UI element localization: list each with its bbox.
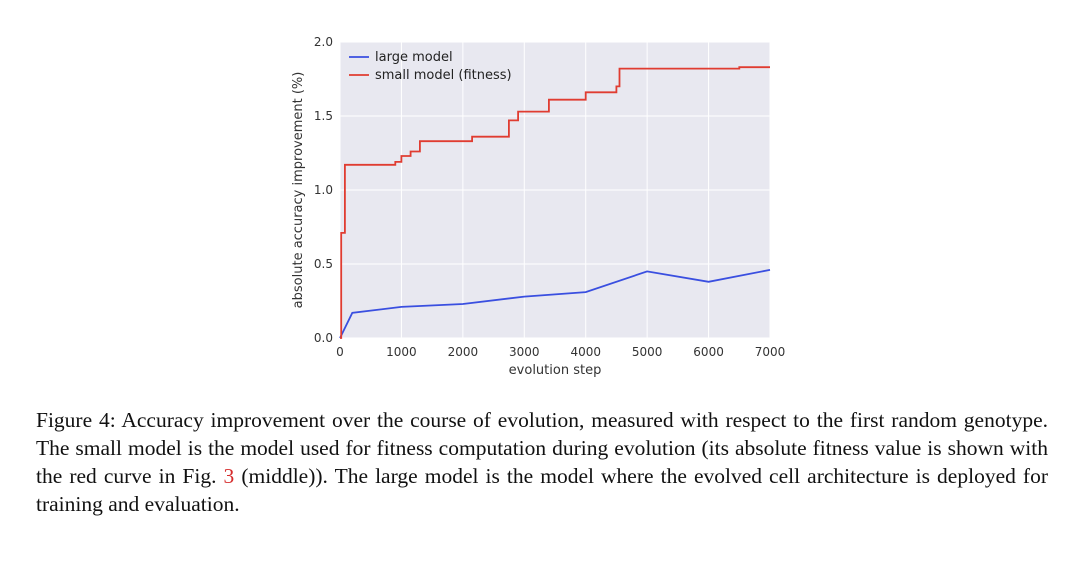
legend-label: small model (fitness)	[375, 68, 512, 83]
series-line-large-model	[339, 269, 771, 339]
series-line-small-model	[340, 66, 770, 339]
series-layer	[339, 66, 771, 339]
caption-text-end: (middle)). The large model is the model …	[36, 464, 1048, 516]
grid-lines	[339, 41, 771, 339]
y-tick-label: 1.5	[314, 109, 333, 123]
caption-text: Figure 4: Accuracy improvement over the …	[36, 408, 1048, 488]
x-tick-label: 2000	[448, 345, 479, 359]
y-axis-label: absolute accuracy improvement (%)	[291, 72, 306, 309]
figure-reference-link[interactable]: 3	[223, 464, 235, 488]
y-tick-label: 0.5	[314, 257, 333, 271]
axis-ticks: 0 1000 2000 3000 4000 5000 6000 7000 0.0 0.5 1.0 1.…	[314, 35, 785, 359]
x-tick-label: 3000	[509, 345, 540, 359]
x-tick-label: 0	[336, 345, 344, 359]
x-tick-label: 4000	[570, 345, 601, 359]
y-tick-label: 0.0	[314, 331, 333, 345]
accuracy-chart: 0 1000 2000 3000 4000 5000 6000 7000 0.0 0.5 1.0 1.…	[291, 35, 785, 378]
y-tick-label: 2.0	[314, 35, 333, 49]
x-axis-label: evolution step	[509, 363, 602, 378]
legend: large model small model (fitness)	[349, 50, 512, 83]
x-tick-label: 6000	[693, 345, 724, 359]
legend-label: large model	[375, 50, 453, 65]
figure-caption: Figure 4: Accuracy improvement over the …	[36, 406, 1048, 518]
x-tick-label: 1000	[386, 345, 417, 359]
x-tick-label: 5000	[632, 345, 663, 359]
x-tick-label: 7000	[755, 345, 786, 359]
y-tick-label: 1.0	[314, 183, 333, 197]
